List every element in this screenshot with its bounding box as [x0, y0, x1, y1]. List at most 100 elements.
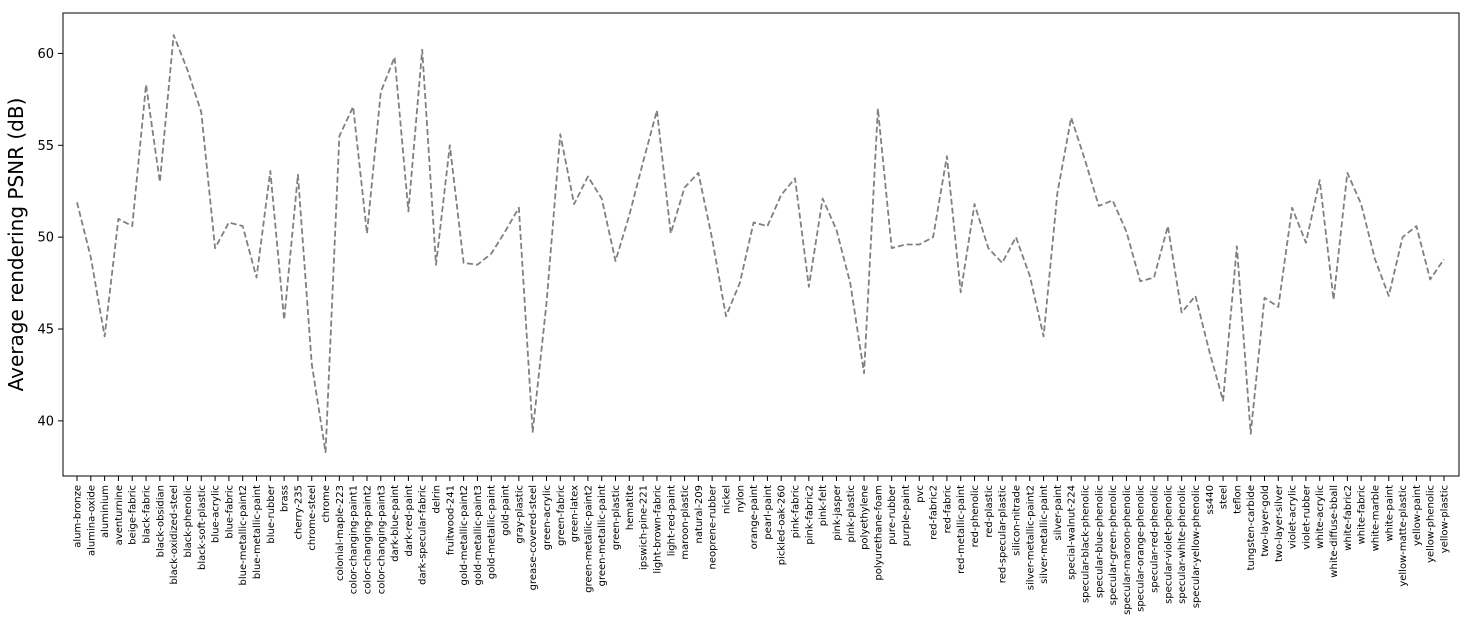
x-tick-label: white-acrylic [1315, 485, 1326, 549]
x-tick-label: brass [280, 485, 291, 512]
x-tick-label: specular-white-phenolic [1177, 485, 1188, 604]
x-tick-label: gold-metallic-paint [487, 485, 498, 579]
x-tick-label: black-obsidian [155, 485, 166, 557]
x-tick-label: gold-metallic-paint3 [473, 485, 484, 585]
x-tick-label: colonial-maple-223 [335, 485, 346, 581]
x-tick-label: aventurnine [114, 485, 125, 545]
x-tick-label: silver-metallic-paint2 [1025, 485, 1036, 590]
x-tick-label: pink-felt [818, 485, 829, 526]
x-tick-label: violet-acrylic [1288, 485, 1299, 549]
x-tick-label: specular-red-phenolic [1150, 485, 1161, 593]
x-tick-label: silicon-nitrade [1011, 485, 1022, 556]
x-tick-label: two-layer-gold [1260, 485, 1271, 557]
x-tick-label: purple-paint [901, 485, 912, 546]
x-tick-label: nylon [735, 485, 746, 513]
x-tick-label: yellow-paint [1412, 485, 1423, 546]
y-tick-label: 50 [37, 231, 54, 246]
x-tick-label: pink-fabric2 [804, 485, 815, 545]
x-tick-label: specular-violet-phenolic [1163, 485, 1174, 604]
x-tick-label: yellow-phenolic [1426, 485, 1437, 563]
x-tick-label: red-phenolic [970, 485, 981, 547]
x-tick-label: red-specular-plastic [998, 485, 1009, 583]
x-tick-label: ss440 [1205, 485, 1216, 515]
x-tick-label: color-changing-paint3 [376, 485, 387, 594]
x-tick-label: alumina-oxide [86, 485, 97, 556]
x-tick-label: polyethylene [860, 485, 871, 550]
x-tick-label: pink-plastic [846, 485, 857, 543]
x-tick-label: alum-bronze [73, 485, 84, 548]
x-tick-label: light-red-paint [666, 485, 677, 556]
x-tick-label: blue-acrylic [211, 485, 222, 543]
x-tick-label: blue-metallic-paint2 [238, 485, 249, 585]
x-tick-label: blue-metallic-paint [252, 485, 263, 579]
x-tick-label: green-metallic-paint2 [583, 485, 594, 593]
x-tick-label: yellow-plastic [1440, 485, 1451, 553]
x-tick-label: specular-yellow-phenolic [1191, 485, 1202, 608]
x-axis: alum-bronze alumina-oxide aluminium aventur… [73, 476, 1451, 615]
x-tick-label: aluminium [100, 485, 111, 538]
x-tick-label: dark-red-paint [404, 485, 415, 557]
x-tick-label: color-changing-paint1 [349, 485, 360, 594]
y-tick-label: 45 [37, 323, 54, 338]
x-tick-label: two-layer-silver [1274, 484, 1285, 562]
x-tick-label: polyurethane-foam [873, 485, 884, 581]
x-tick-label: beige-fabric [128, 485, 139, 545]
x-tick-label: color-changing-paint2 [362, 485, 373, 594]
x-tick-label: green-fabric [556, 485, 567, 546]
y-tick-label: 60 [37, 47, 54, 62]
x-tick-label: green-metallic-paint [597, 485, 608, 586]
x-tick-label: pure-rubber [887, 484, 898, 545]
x-tick-label: dark-specular-fabric [418, 485, 429, 585]
x-tick-label: specular-black-phenolic [1080, 485, 1091, 603]
x-tick-label: red-plastic [984, 485, 995, 538]
x-tick-label: natural-209 [694, 485, 705, 543]
x-tick-label: gold-metallic-paint2 [459, 485, 470, 585]
x-tick-label: red-fabric [942, 485, 953, 533]
x-tick-label: white-fabric [1357, 485, 1368, 544]
y-tick-label: 55 [37, 139, 54, 154]
x-tick-label: silver-paint [1053, 485, 1064, 541]
x-tick-label: pickled-oak-260 [777, 485, 788, 565]
x-tick-label: pearl-paint [763, 485, 774, 540]
x-tick-label: black-phenolic [183, 485, 194, 558]
x-tick-label: red-metallic-paint [956, 485, 967, 574]
x-tick-label: fruitwood-241 [445, 485, 456, 555]
x-tick-label: orange-paint [749, 485, 760, 549]
x-tick-label: pink-fabric [791, 485, 802, 538]
x-tick-label: specular-orange-phenolic [1136, 485, 1147, 612]
x-tick-label: gold-paint [501, 485, 512, 536]
plot-area [62, 12, 1460, 477]
x-tick-label: violet-rubber [1301, 484, 1312, 550]
x-tick-label: specular-blue-phenolic [1094, 485, 1105, 598]
x-tick-label: pvc [915, 485, 926, 503]
x-tick-label: light-brown-fabric [652, 485, 663, 574]
x-tick-label: green-plastic [611, 485, 622, 550]
x-tick-label: hematite [625, 485, 636, 530]
y-axis-label: Average rendering PSNR (dB) [4, 98, 28, 392]
x-tick-label: pink-jasper [832, 484, 843, 540]
x-tick-label: green-latex [570, 485, 581, 542]
x-tick-label: ipswich-pine-221 [639, 485, 650, 570]
x-tick-label: specular-green-phenolic [1108, 485, 1119, 605]
x-tick-label: white-marble [1370, 485, 1381, 551]
x-tick-label: delrin [432, 485, 443, 514]
x-tick-label: special-walnut-224 [1067, 485, 1078, 580]
x-tick-label: dark-blue-paint [390, 485, 401, 562]
x-tick-label: black-soft-plastic [197, 485, 208, 570]
x-tick-label: steel [1219, 485, 1230, 509]
x-tick-label: white-paint [1384, 485, 1395, 542]
x-tick-label: yellow-matte-plastic [1398, 485, 1409, 587]
x-tick-label: white-diffuse-bball [1329, 485, 1340, 578]
x-tick-label: green-acrylic [542, 485, 553, 550]
y-axis: 40 45 50 55 60 [37, 47, 63, 429]
x-tick-label: black-oxidized-steel [169, 485, 180, 585]
x-tick-label: nickel [721, 485, 732, 514]
x-tick-label: tungsten-carbide [1246, 485, 1257, 571]
x-tick-label: maroon-plastic [680, 485, 691, 560]
x-tick-label: grease-covered-steel [528, 485, 539, 590]
x-tick-label: red-fabric2 [929, 485, 940, 540]
x-tick-label: chrome-steel [307, 485, 318, 551]
x-tick-label: white-fabric2 [1343, 485, 1354, 551]
x-tick-label: specular-maroon-phenolic [1122, 485, 1133, 615]
